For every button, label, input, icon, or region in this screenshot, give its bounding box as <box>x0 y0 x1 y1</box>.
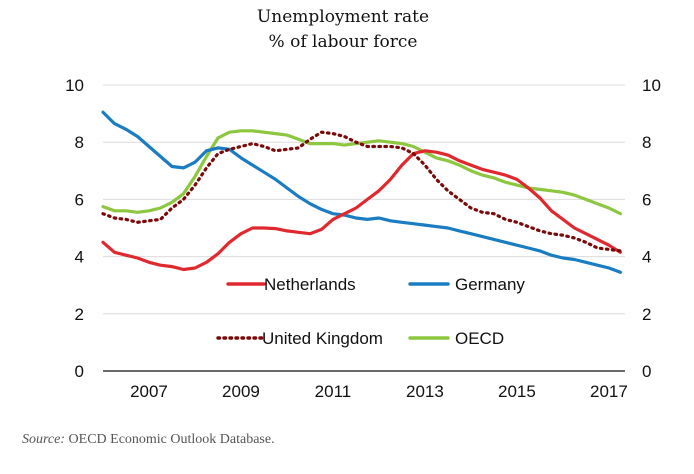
series-line-germany <box>101 110 622 274</box>
y-tick-left-0: 0 <box>75 362 84 381</box>
gridlines <box>103 84 625 315</box>
legend: Netherlands Germany United Kingdom OECD <box>216 275 525 348</box>
right-y-axis-ticks: 0 2 4 6 8 10 <box>642 76 661 381</box>
y-tick-right-2: 2 <box>642 305 651 324</box>
legend-label-oecd: OECD <box>455 329 504 348</box>
y-tick-right-10: 10 <box>642 76 661 95</box>
x-axis-ticks: 2007 2009 2011 2013 2015 2017 <box>130 382 628 401</box>
y-tick-left-6: 6 <box>75 190 84 209</box>
x-tick-2017: 2017 <box>590 382 628 401</box>
source-note: Source: OECD Economic Outlook Database. <box>22 432 275 448</box>
legend-label-germany: Germany <box>455 275 525 294</box>
source-label: Source: <box>22 432 66 447</box>
y-tick-left-4: 4 <box>75 248 84 267</box>
x-tick-2013: 2013 <box>406 382 444 401</box>
legend-label-united-kingdom: United Kingdom <box>262 329 383 348</box>
x-tick-2015: 2015 <box>498 382 536 401</box>
left-y-axis-ticks: 0 2 4 6 8 10 <box>65 76 84 381</box>
y-tick-right-0: 0 <box>642 362 651 381</box>
x-tick-2011: 2011 <box>315 382 352 401</box>
series-lines <box>101 110 622 274</box>
x-tick-2007: 2007 <box>130 382 168 401</box>
legend-label-netherlands: Netherlands <box>264 275 356 294</box>
series-line-netherlands <box>101 149 622 272</box>
y-tick-right-6: 6 <box>642 190 651 209</box>
y-tick-left-10: 10 <box>65 76 84 95</box>
series-line-united-kingdom <box>101 130 622 253</box>
x-tick-2009: 2009 <box>222 382 260 401</box>
chart-subtitle: % of labour force <box>269 32 418 52</box>
y-tick-right-4: 4 <box>642 248 651 267</box>
chart-title: Unemployment rate <box>257 7 429 27</box>
y-tick-left-2: 2 <box>75 305 84 324</box>
source-text: OECD Economic Outlook Database. <box>65 432 275 447</box>
y-tick-left-8: 8 <box>75 133 84 152</box>
y-tick-right-8: 8 <box>642 133 651 152</box>
